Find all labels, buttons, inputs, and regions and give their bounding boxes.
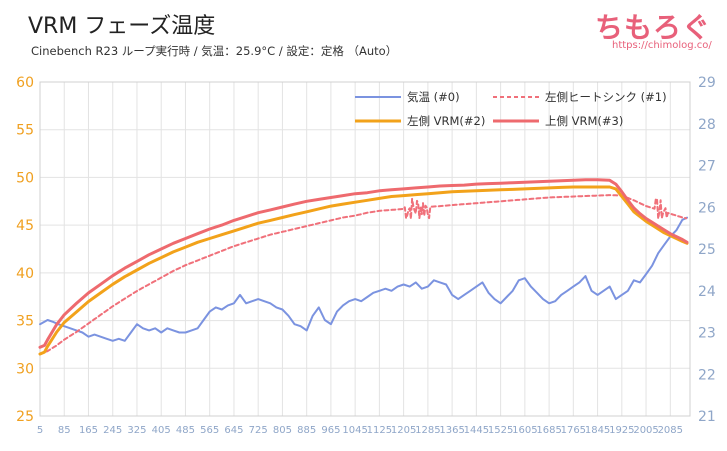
right-axis-tick-label: 27 bbox=[698, 159, 716, 175]
x-axis-tick-label: 1205 bbox=[391, 425, 416, 436]
right-axis-tick-label: 29 bbox=[698, 75, 716, 91]
x-axis-tick-label: 805 bbox=[273, 425, 292, 436]
x-axis-tick-label: 1525 bbox=[488, 425, 513, 436]
chart-subtitle: Cinebench R23 ループ実行時 / 気温：25.9°C / 設定：定格… bbox=[31, 44, 398, 58]
x-axis-tick-label: 1765 bbox=[561, 425, 586, 436]
left-axis-tick-label: 40 bbox=[16, 266, 34, 282]
x-axis-tick-label: 1285 bbox=[415, 425, 440, 436]
left-axis-tick-label: 55 bbox=[16, 123, 34, 139]
legend-label-0: 気温 (#0) bbox=[407, 90, 460, 104]
x-axis-tick-label: 245 bbox=[103, 425, 122, 436]
left-axis-tick-label: 35 bbox=[16, 314, 34, 330]
right-axis-tick-label: 22 bbox=[698, 367, 716, 383]
legend-label-3: 上側 VRM(#3) bbox=[545, 114, 623, 128]
grid-lines bbox=[39, 81, 691, 417]
right-axis-tick-label: 21 bbox=[698, 409, 716, 425]
x-axis-tick-label: 1045 bbox=[342, 425, 367, 436]
x-axis-tick-label: 885 bbox=[297, 425, 316, 436]
x-axis-tick-label: 1845 bbox=[585, 425, 610, 436]
x-axis-tick-label: 405 bbox=[152, 425, 171, 436]
x-axis-tick-label: 645 bbox=[224, 425, 243, 436]
right-axis-tick-label: 26 bbox=[698, 200, 716, 216]
x-axis-tick-label: 725 bbox=[249, 425, 268, 436]
x-axis-tick-label: 965 bbox=[321, 425, 340, 436]
x-axis-tick-label: 1925 bbox=[609, 425, 634, 436]
chart-title: VRM フェーズ温度 bbox=[28, 14, 216, 39]
series-line-3 bbox=[38, 178, 689, 349]
plot-frame bbox=[39, 81, 691, 417]
series-line-1 bbox=[39, 194, 688, 355]
legend-label-1: 左側ヒートシンク (#1) bbox=[545, 90, 667, 104]
left-axis-tick-label: 50 bbox=[16, 170, 34, 186]
x-axis-tick-label: 485 bbox=[176, 425, 195, 436]
right-axis-tick-label: 23 bbox=[698, 326, 716, 342]
right-axis-tick-label: 24 bbox=[698, 284, 716, 300]
left-axis-tick-label: 25 bbox=[16, 409, 34, 425]
x-axis-tick-label: 1605 bbox=[512, 425, 537, 436]
x-axis-tick-label: 565 bbox=[200, 425, 219, 436]
axes: 25 30 35 40 45 50 55 60 21 22 23 24 25 26 27 28 29 5 85 165… bbox=[16, 75, 716, 436]
x-axis-tick-label: 1125 bbox=[367, 425, 392, 436]
brand-logo: ちもろぐ bbox=[595, 11, 712, 44]
series-layer bbox=[38, 178, 689, 356]
right-axis-tick-label: 25 bbox=[698, 242, 716, 258]
legend: 気温 (#0) 左側ヒートシンク (#1) 左側 VRM(#2) 上側 VRM(#3) bbox=[355, 90, 667, 128]
brand-url: https://chimolog.co/ bbox=[612, 40, 712, 51]
x-axis-tick-label: 165 bbox=[79, 425, 98, 436]
legend-label-2: 左側 VRM(#2) bbox=[407, 114, 485, 128]
left-axis-tick-label: 60 bbox=[16, 75, 34, 91]
series-line-2 bbox=[38, 185, 689, 356]
x-axis-tick-label: 1445 bbox=[464, 425, 489, 436]
series-line-0 bbox=[39, 216, 688, 342]
x-axis-tick-label: 1365 bbox=[439, 425, 464, 436]
x-axis-tick-label: 2005 bbox=[633, 425, 658, 436]
x-axis-tick-label: 85 bbox=[58, 425, 71, 436]
x-axis-tick-label: 1685 bbox=[536, 425, 561, 436]
right-axis-tick-label: 28 bbox=[698, 117, 716, 133]
left-axis-tick-label: 45 bbox=[16, 218, 34, 234]
x-axis-tick-label: 2085 bbox=[658, 425, 683, 436]
x-axis-tick-label: 325 bbox=[127, 425, 146, 436]
left-axis-tick-label: 30 bbox=[16, 361, 34, 377]
x-axis-tick-label: 5 bbox=[37, 425, 43, 436]
